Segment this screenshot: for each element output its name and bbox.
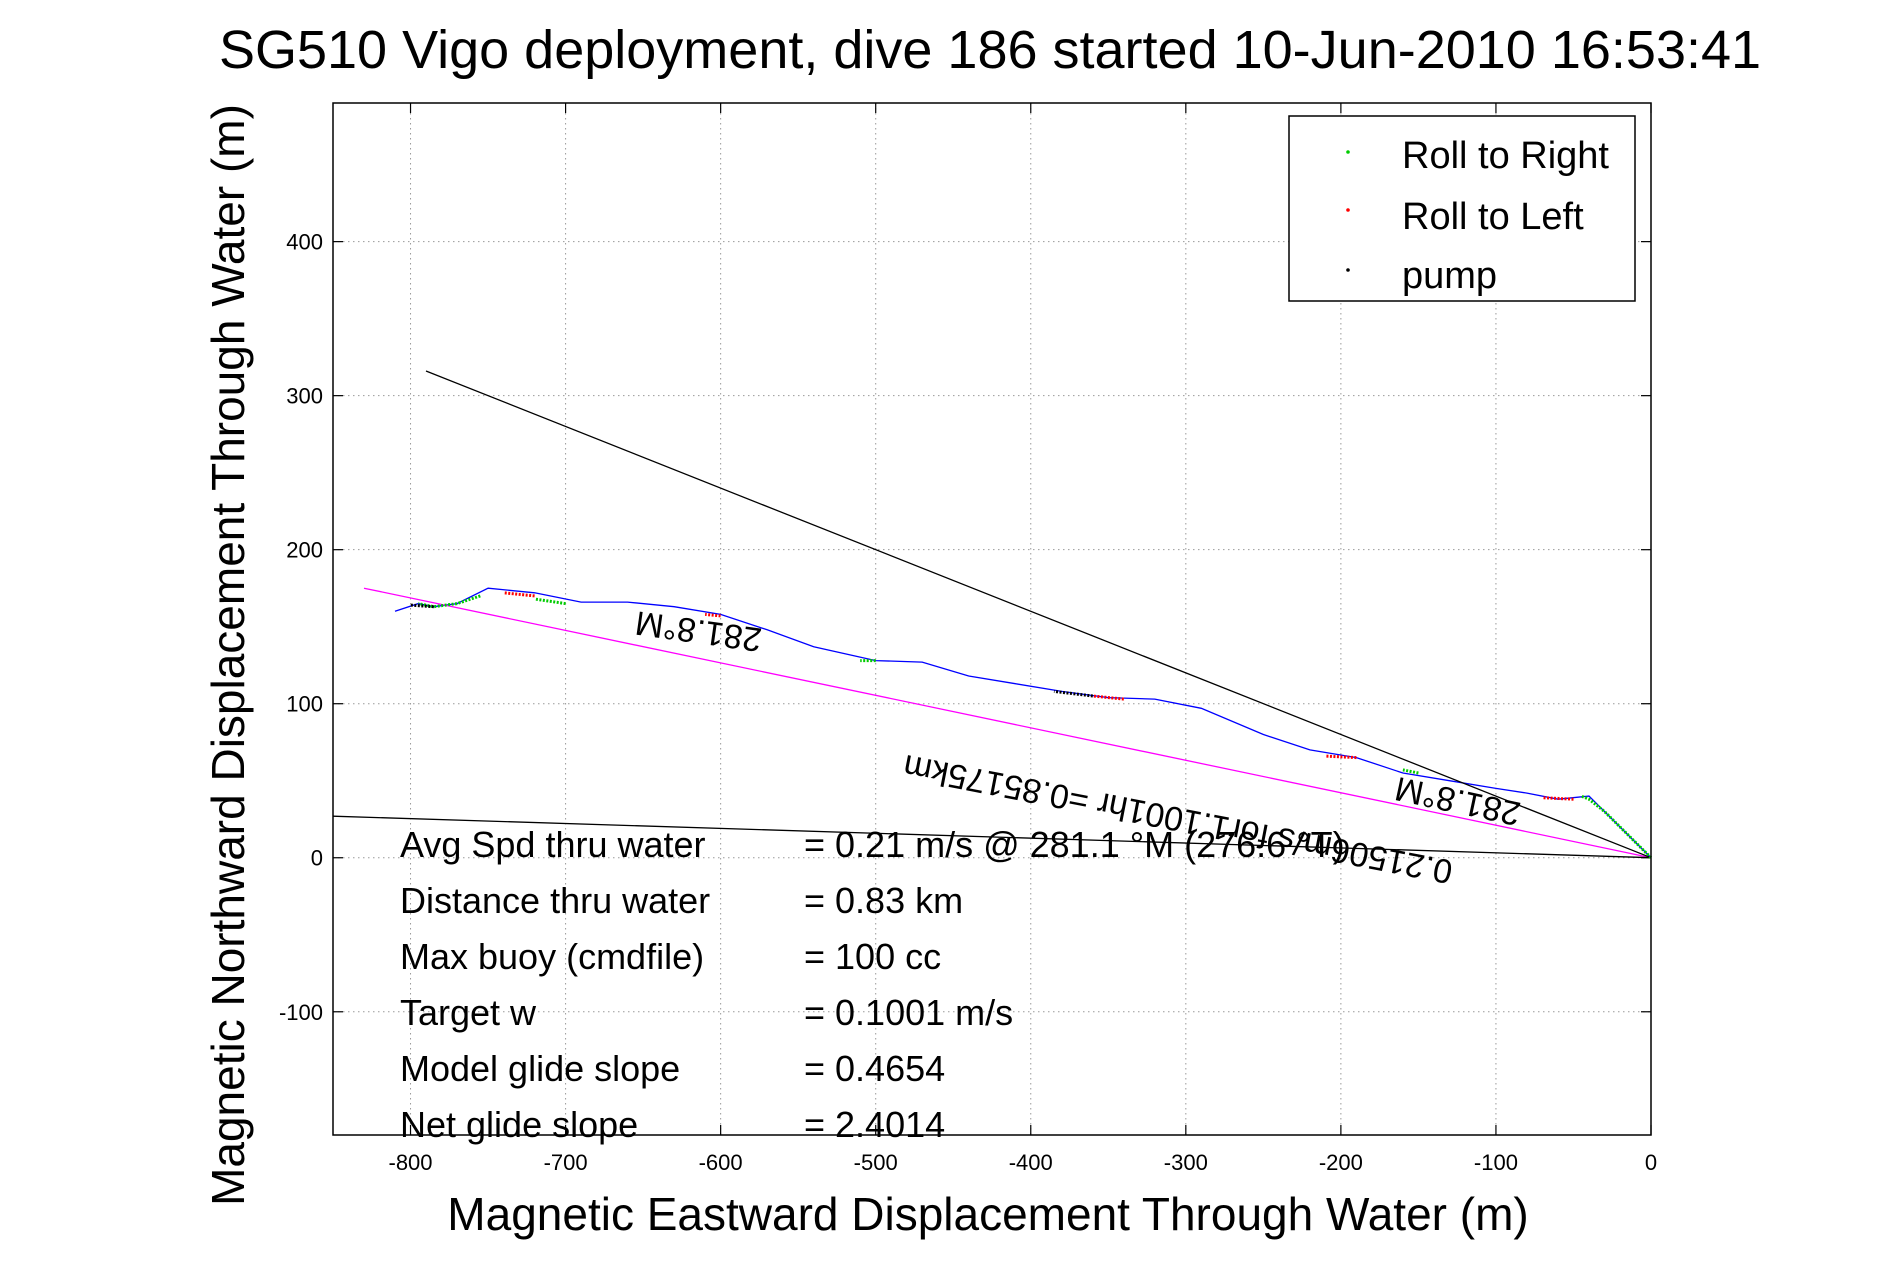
y-tick-label: 100 xyxy=(286,692,323,717)
y-tick-label: 300 xyxy=(286,384,323,409)
x-tick-label: -600 xyxy=(699,1150,743,1175)
stat-value: = 0.1001 m/s xyxy=(804,992,1013,1033)
roll-right-marker xyxy=(1580,794,1653,859)
y-tick-label: 200 xyxy=(286,538,323,563)
roll-left-marker xyxy=(704,612,721,618)
stat-value: = 2.4014 xyxy=(804,1104,945,1145)
roll-right-marker xyxy=(534,597,566,606)
roll-right-marker xyxy=(1402,768,1419,775)
stat-label: Max buoy (cmdfile) xyxy=(400,936,704,977)
legend-label-pump: pump xyxy=(1402,255,1497,297)
legend-marker-roll-left xyxy=(1346,208,1350,212)
series-line-3 xyxy=(332,815,1652,859)
x-tick-label: -300 xyxy=(1164,1150,1208,1175)
pump-marker xyxy=(1053,689,1093,698)
stat-label: Distance thru water xyxy=(400,880,710,921)
stat-value: = 0.83 km xyxy=(804,880,963,921)
legend-label-roll-right: Roll to Right xyxy=(1402,135,1609,177)
legend: Roll to Right Roll to Left pump xyxy=(1288,115,1636,302)
roll-left-marker xyxy=(503,591,535,598)
x-tick-label: -500 xyxy=(854,1150,898,1175)
plot-frame xyxy=(332,102,1652,1136)
x-tick-label: -100 xyxy=(1474,1150,1518,1175)
stat-value: = 0.21 m/s @ 281.1 °M (276.6 °T) xyxy=(804,824,1345,865)
x-tick-label: -200 xyxy=(1319,1150,1363,1175)
series-layer xyxy=(332,370,1652,859)
stat-value: = 100 cc xyxy=(804,936,941,977)
stat-value: = 0.4654 xyxy=(804,1048,945,1089)
chart-title: SG510 Vigo deployment, dive 186 started … xyxy=(219,20,1761,80)
roll-left-marker xyxy=(1092,694,1124,701)
markers-layer xyxy=(410,591,1653,859)
legend-marker-roll-right xyxy=(1346,150,1350,154)
legend-label-roll-left: Roll to Left xyxy=(1402,196,1584,238)
stat-label: Net glide slope xyxy=(400,1104,638,1145)
series-line-2 xyxy=(425,370,1652,859)
stats-block: Avg Spd thru water = 0.21 m/s @ 281.1 °M… xyxy=(400,824,1345,1145)
x-tick-label: -800 xyxy=(389,1150,433,1175)
x-tick-label: 0 xyxy=(1645,1150,1657,1175)
series-line-1 xyxy=(363,587,1652,859)
y-tick-label: -100 xyxy=(279,1000,323,1025)
y-tick-label: 400 xyxy=(286,230,323,255)
x-axis-label: Magnetic Eastward Displacement Through W… xyxy=(447,1188,1528,1240)
x-tick-label: -700 xyxy=(544,1150,588,1175)
legend-marker-pump xyxy=(1346,268,1350,272)
ticks: -800 -700 -600 -500 -400 -300 -200 -100 0 -100 0 10… xyxy=(279,103,1657,1175)
stat-label: Target w xyxy=(400,992,537,1033)
roll-left-marker xyxy=(1542,796,1574,801)
stat-label: Avg Spd thru water xyxy=(400,824,706,865)
y-tick-label: 0 xyxy=(311,846,323,871)
stat-label: Model glide slope xyxy=(400,1048,680,1089)
roll-left-marker xyxy=(1325,754,1357,760)
roll-right-marker xyxy=(418,594,481,609)
pump-marker xyxy=(410,603,434,609)
series-line-0 xyxy=(394,587,1652,859)
y-axis-label: Magnetic Northward Displacement Through … xyxy=(202,104,254,1206)
x-tick-label: -400 xyxy=(1009,1150,1053,1175)
